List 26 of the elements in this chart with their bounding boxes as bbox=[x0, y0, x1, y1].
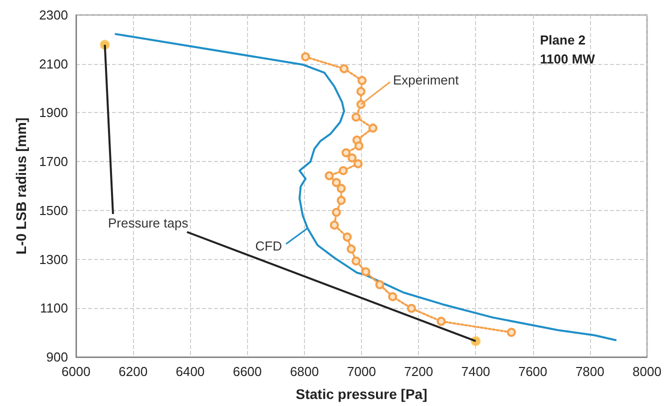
x-tick-label: 6400 bbox=[176, 364, 205, 379]
x-tick-label: 7600 bbox=[518, 364, 548, 379]
y-tick-label: 1100 bbox=[40, 300, 68, 316]
x-tick-label: 6600 bbox=[232, 364, 262, 379]
annotation: Plane 2 bbox=[540, 32, 586, 48]
x-tick-label: 7400 bbox=[461, 364, 490, 379]
x-tick-label: 6000 bbox=[62, 364, 90, 379]
x-tick-label: 7200 bbox=[404, 364, 434, 379]
y-axis-title: L-0 LSB radius [mm] bbox=[13, 118, 29, 254]
y-tick-label: 1900 bbox=[39, 105, 68, 120]
y-tick-label: 1700 bbox=[39, 154, 68, 170]
text: CFD bbox=[255, 238, 282, 254]
x-tick-label: 6800 bbox=[290, 364, 319, 379]
x-tick-label: 6200 bbox=[118, 364, 148, 379]
x-tick-label: 7800 bbox=[575, 364, 604, 379]
annotation: 1100 MW bbox=[540, 52, 596, 66]
text: Pressure taps bbox=[108, 216, 189, 230]
x-axis-title: Static pressure [Pa] bbox=[296, 386, 428, 402]
y-tick-label: 2100 bbox=[39, 56, 68, 72]
y-tick-label: 1500 bbox=[39, 202, 68, 218]
y-tick-label: 2300 bbox=[39, 8, 68, 22]
x-tick-label: 7000 bbox=[347, 364, 376, 379]
text: Experiment bbox=[393, 72, 460, 88]
x-tick-label: 8000 bbox=[632, 364, 662, 379]
y-tick-label: 1300 bbox=[39, 252, 68, 267]
y-tick-label: 900 bbox=[46, 350, 68, 364]
